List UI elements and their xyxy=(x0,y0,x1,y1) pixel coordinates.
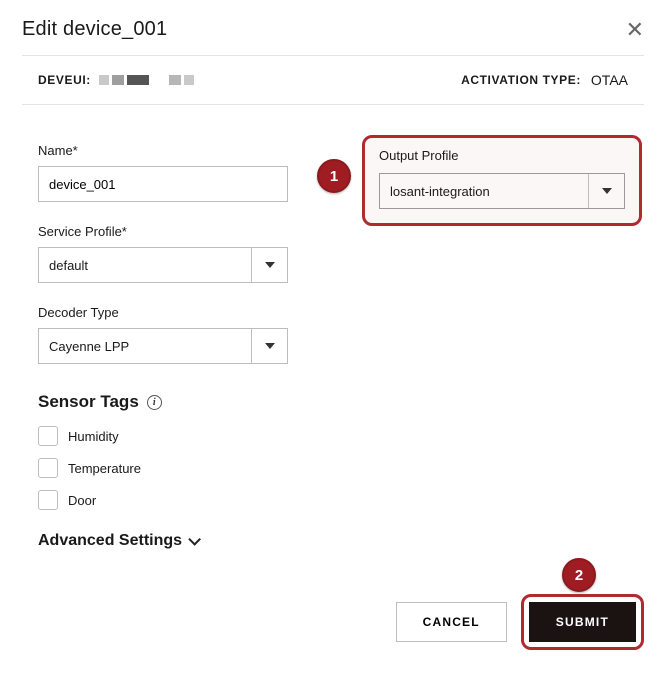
decoder-type-label: Decoder Type xyxy=(38,305,288,320)
output-profile-label: Output Profile xyxy=(379,148,625,163)
advanced-settings-label: Advanced Settings xyxy=(38,532,182,550)
checkbox-label: Humidity xyxy=(68,429,119,444)
service-profile-label: Service Profile* xyxy=(38,224,288,239)
activation-type-value: OTAA xyxy=(591,72,628,88)
checkbox-icon[interactable] xyxy=(38,458,58,478)
checkbox-row-humidity[interactable]: Humidity xyxy=(38,426,288,446)
page-title: Edit device_001 xyxy=(22,18,167,41)
deveui-label: DEVEUI: xyxy=(38,73,91,87)
chevron-down-icon xyxy=(251,329,287,363)
activation-type-label: ACTIVATION TYPE: xyxy=(461,73,581,87)
service-profile-select[interactable]: default xyxy=(38,247,288,283)
chevron-down-icon xyxy=(588,174,624,208)
footer-actions: CANCEL SUBMIT xyxy=(396,594,644,650)
callout-badge-1: 1 xyxy=(317,159,351,193)
output-profile-value: losant-integration xyxy=(380,174,588,208)
submit-highlight: SUBMIT xyxy=(521,594,644,650)
checkbox-label: Door xyxy=(68,493,96,508)
cancel-button[interactable]: CANCEL xyxy=(396,602,507,642)
close-icon[interactable]: ✕ xyxy=(626,19,644,41)
deveui-value-redacted xyxy=(99,75,194,85)
decoder-type-value: Cayenne LPP xyxy=(39,329,251,363)
output-profile-highlight: Output Profile losant-integration xyxy=(362,135,642,226)
submit-button[interactable]: SUBMIT xyxy=(529,602,636,642)
header-divider xyxy=(22,55,644,56)
checkbox-label: Temperature xyxy=(68,461,141,476)
meta-divider xyxy=(22,104,644,105)
sensor-tags-heading-text: Sensor Tags xyxy=(38,392,139,412)
sensor-tags-heading: Sensor Tags i xyxy=(38,392,288,412)
advanced-settings-toggle[interactable]: Advanced Settings xyxy=(38,532,288,550)
info-icon[interactable]: i xyxy=(147,395,162,410)
name-input[interactable] xyxy=(38,166,288,202)
service-profile-value: default xyxy=(39,248,251,282)
chevron-down-icon xyxy=(251,248,287,282)
checkbox-icon[interactable] xyxy=(38,426,58,446)
checkbox-row-temperature[interactable]: Temperature xyxy=(38,458,288,478)
checkbox-row-door[interactable]: Door xyxy=(38,490,288,510)
checkbox-icon[interactable] xyxy=(38,490,58,510)
callout-badge-2: 2 xyxy=(562,558,596,592)
name-label: Name* xyxy=(38,143,288,158)
decoder-type-select[interactable]: Cayenne LPP xyxy=(38,328,288,364)
chevron-down-icon xyxy=(188,533,201,546)
output-profile-select[interactable]: losant-integration xyxy=(379,173,625,209)
meta-row: DEVEUI: ACTIVATION TYPE: OTAA xyxy=(22,72,644,88)
